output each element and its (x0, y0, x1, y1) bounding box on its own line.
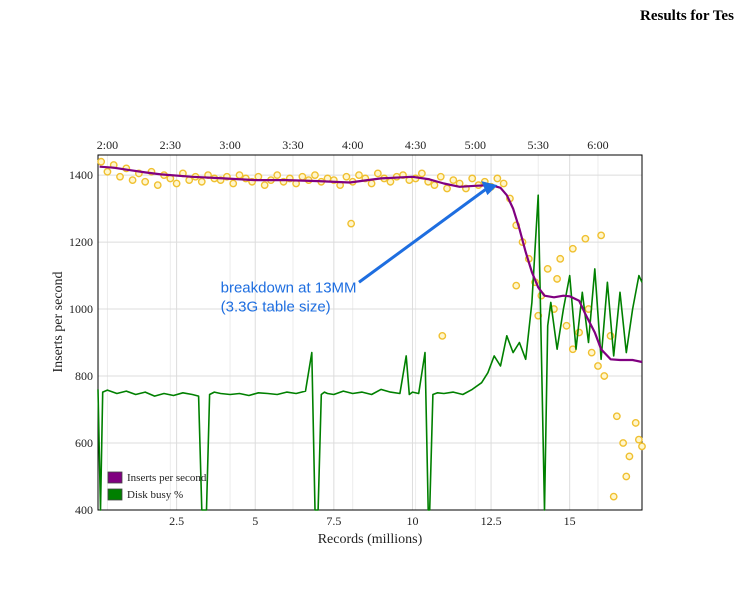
x-tick-label: 7.5 (326, 514, 341, 528)
x-axis: 2.5 5 7.5 10 12.5 15 (169, 514, 576, 528)
scatter-point (141, 177, 150, 186)
y-tick-label: 1400 (69, 168, 93, 182)
scatter-point (625, 452, 634, 461)
scatter-point (499, 179, 508, 188)
scatter-point (553, 275, 561, 283)
scatter-point (417, 169, 426, 178)
scatter-point (97, 157, 106, 166)
scatter-point (116, 172, 124, 181)
scatter-point (581, 234, 590, 243)
page-title: Results for Tes (640, 8, 734, 24)
scatter-point (386, 177, 395, 186)
scatter-point (512, 281, 521, 290)
top-tick-label: 3:30 (282, 138, 303, 152)
scatter-point (556, 254, 565, 263)
scatter-point (436, 172, 445, 181)
scatter-point (273, 171, 282, 179)
scatter-point (468, 174, 477, 183)
scatter-point (235, 171, 244, 179)
scatter-point (443, 184, 451, 193)
top-tick-label: 2:30 (160, 138, 181, 152)
scatter-point (634, 435, 643, 444)
scatter-point (631, 419, 640, 427)
y-tick-label: 1000 (69, 302, 93, 316)
scatter-point (355, 171, 363, 179)
x-tick-label: 10 (406, 514, 418, 528)
scatter-point (367, 179, 376, 188)
scatter-point (229, 179, 238, 188)
x-tick-label: 5 (252, 514, 258, 528)
scatter-point (430, 181, 439, 190)
top-tick-label: 4:30 (405, 138, 426, 152)
x-tick-label: 2.5 (169, 514, 184, 528)
legend-swatch (107, 471, 123, 484)
legend: Inserts per second Disk busy % (107, 471, 207, 501)
scatter-point (597, 231, 606, 240)
annotation: breakdown at 13MM (3.3G table size) (221, 181, 498, 315)
scatter-point (153, 181, 162, 190)
annotation-text-line: breakdown at 13MM (221, 279, 357, 296)
scatter-point (298, 172, 307, 181)
scatter-point (172, 179, 181, 188)
scatter-point (638, 442, 646, 451)
scatter-point (197, 177, 206, 186)
y-tick-label: 400 (75, 503, 93, 517)
annotation-arrowhead (481, 181, 498, 196)
scatter-point (347, 219, 356, 228)
scatter-series (97, 157, 646, 501)
scatter-point (562, 321, 571, 330)
annotation-arrow-shaft (358, 186, 489, 284)
scatter-point (619, 439, 628, 447)
x-tick-label: 15 (564, 514, 576, 528)
top-tick-label: 5:30 (528, 138, 549, 152)
scatter-point (587, 348, 596, 357)
scatter-point (493, 174, 502, 183)
y-tick-label: 600 (75, 436, 93, 450)
plot-frame (97, 154, 643, 511)
scatter-point (600, 372, 609, 380)
series-disk-busy-line (97, 194, 643, 511)
scatter-point (622, 472, 631, 481)
annotation-text-line: (3.3G table size) (221, 298, 331, 315)
scatter-point (260, 181, 269, 190)
scatter-point (543, 264, 552, 273)
legend-label: Disk busy % (127, 489, 183, 501)
scatter-point (612, 412, 621, 421)
top-tick-label: 2:00 (97, 138, 118, 152)
y-tick-label: 1200 (69, 235, 93, 249)
scatter-point (568, 244, 577, 253)
series-inserts-line (99, 165, 643, 364)
top-time-axis: 2:00 2:30 3:00 3:30 4:00 4:30 5:00 5:30 6:00 (97, 138, 609, 152)
y-axis-title: Inserts per second (51, 271, 66, 372)
series-layer (97, 165, 643, 511)
scatter-point (342, 172, 351, 181)
top-tick-label: 4:00 (342, 138, 363, 152)
y-axis: 400 600 800 1000 1200 1400 (69, 168, 93, 517)
scatter-point (373, 169, 382, 178)
scatter-point (128, 176, 137, 185)
scatter-point (594, 362, 602, 370)
scatter-point (449, 176, 458, 185)
scatter-point (438, 331, 447, 340)
y-tick-label: 800 (75, 369, 93, 383)
scatter-point (103, 167, 112, 176)
x-tick-label: 12.5 (481, 514, 502, 528)
legend-label: Inserts per second (127, 472, 207, 484)
scatter-point (311, 171, 319, 179)
top-tick-label: 3:00 (219, 138, 240, 152)
legend-swatch (107, 488, 123, 501)
scatter-point (609, 492, 618, 501)
x-axis-title: Records (millions) (318, 532, 423, 547)
top-tick-label: 5:00 (465, 138, 486, 152)
scatter-point (185, 176, 194, 185)
top-tick-label: 6:00 (587, 138, 608, 152)
